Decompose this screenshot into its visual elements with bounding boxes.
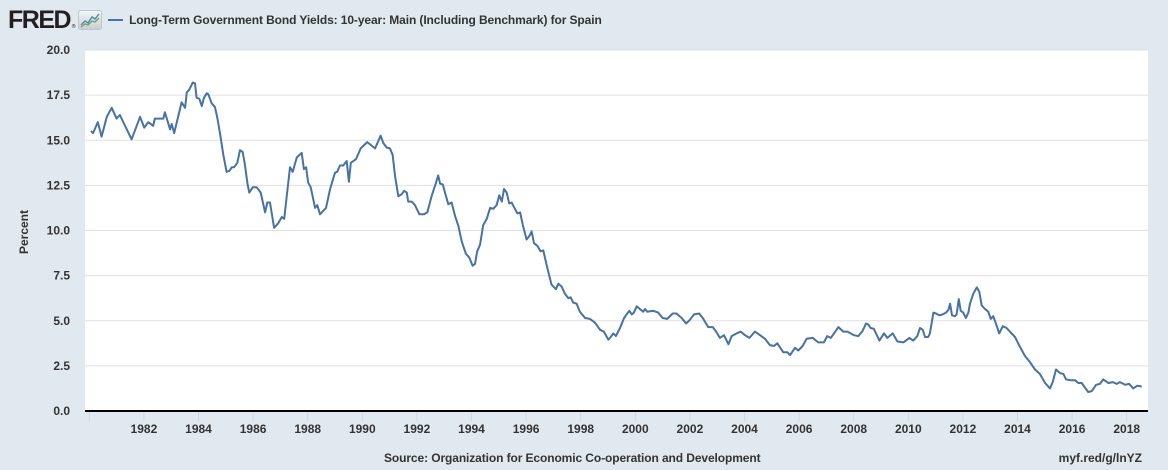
- y-tick-label: 12.5: [47, 178, 71, 192]
- x-tick-label: 1996: [513, 422, 540, 436]
- registered-mark: ®: [71, 24, 77, 30]
- x-tick-label: 2016: [1059, 422, 1086, 436]
- gridlines: [85, 49, 1148, 367]
- chart-title: Long-Term Government Bond Yields: 10-yea…: [129, 13, 602, 27]
- x-tick-label: 1998: [567, 422, 594, 436]
- x-tick-label: 2014: [1004, 422, 1031, 436]
- x-tick-label: 2010: [895, 422, 922, 436]
- line-chart-icon: [78, 10, 103, 30]
- x-tick-label: 2006: [786, 422, 813, 436]
- x-tick-label: 2004: [731, 422, 758, 436]
- x-tick-label: 2008: [840, 422, 867, 436]
- x-tick-label: 1994: [458, 422, 485, 436]
- x-tick-label: 1992: [404, 422, 431, 436]
- y-tick-label: 10.0: [47, 224, 71, 238]
- x-tick-label: 2002: [677, 422, 704, 436]
- source-note: Source: Organization for Economic Co-ope…: [384, 451, 761, 465]
- chart-header: FRED ® Long-Term Government Bond Yields:…: [8, 6, 602, 34]
- x-tick-label: 1986: [240, 422, 267, 436]
- short-url-link[interactable]: myf.red/g/lnYZ: [1058, 451, 1142, 465]
- y-tick-label: 15.0: [47, 133, 71, 147]
- x-axis-ticks: 1982 1984 1986 1988 1990 1992 1994 1996 1998 2000…: [88, 411, 1140, 436]
- legend-swatch: [108, 19, 124, 21]
- fred-logo-text: FRED: [8, 5, 72, 34]
- y-tick-label: 7.5: [53, 269, 70, 283]
- fred-logo[interactable]: FRED ®: [8, 5, 103, 34]
- x-tick-label: 1982: [131, 422, 158, 436]
- x-tick-label: 1984: [185, 422, 212, 436]
- series-line[interactable]: [90, 81, 1142, 393]
- y-tick-label: 2.5: [53, 359, 70, 373]
- y-axis-ticks: 0.0 2.5 5.0 7.5 10.0 12.5 15.0 17.5 20.0: [47, 43, 71, 418]
- x-tick-label: 1988: [294, 422, 321, 436]
- y-axis-label: Percent: [17, 209, 31, 255]
- x-tick-label: 2012: [950, 422, 977, 436]
- x-tick-label: 1990: [349, 422, 376, 436]
- y-tick-label: 17.5: [47, 88, 71, 102]
- y-tick-label: 5.0: [53, 314, 70, 328]
- x-tick-label: 2018: [1113, 422, 1140, 436]
- x-tick-label: 2000: [622, 422, 649, 436]
- y-tick-label: 0.0: [53, 404, 70, 418]
- y-tick-label: 20.0: [47, 43, 71, 57]
